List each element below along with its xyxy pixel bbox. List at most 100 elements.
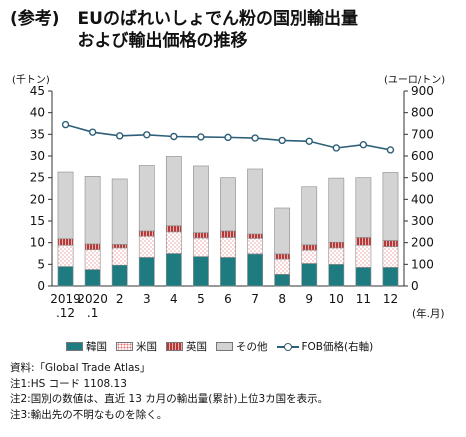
x-tick-label: .1 [87, 306, 98, 320]
bar-uk [111, 244, 128, 249]
bar-usa [193, 237, 209, 257]
bar-other [138, 165, 155, 232]
right-tick-label: 800 [411, 106, 434, 120]
fob-price-point [251, 134, 259, 142]
right-tick-label: 300 [411, 214, 434, 228]
x-tick-label: 2020 [77, 292, 108, 306]
bar-korea [57, 266, 74, 287]
bar-korea [328, 264, 345, 287]
left-tick-label: 0 [37, 279, 45, 293]
bar-korea [220, 257, 236, 287]
bar-uk [355, 237, 372, 246]
bar-other [84, 176, 101, 245]
left-tick-label: 5 [37, 257, 45, 271]
right-tick-label: 500 [411, 171, 434, 185]
bar-other [301, 186, 318, 246]
legend-item-uk: 英国 [166, 339, 207, 354]
bar-other [355, 177, 372, 238]
bar-other [274, 207, 291, 255]
fob-price-point [197, 133, 205, 141]
note-1: 注1:HS コード 1108.13 [10, 377, 127, 390]
left-tick-label: 15 [30, 214, 45, 228]
legend-item-korea: 韓国 [66, 339, 107, 354]
bar-usa [57, 244, 74, 267]
bar-usa [111, 247, 128, 266]
x-tick-label: 3 [143, 292, 151, 306]
bar-other [247, 168, 263, 235]
legend-item-usa: 米国 [116, 339, 157, 354]
reference-label: (参考) [10, 9, 60, 29]
x-tick-label: 11 [356, 292, 371, 306]
bar-uk [220, 230, 236, 238]
right-tick-label: 100 [411, 257, 434, 271]
legend-label-korea: 韓国 [86, 341, 107, 353]
legend-label-other: その他 [236, 341, 268, 353]
x-tick-label: 2 [116, 292, 124, 306]
legend-swatch-usa [116, 342, 133, 351]
x-tick-label: 2019 [50, 292, 81, 306]
legend-item-other: その他 [216, 339, 268, 354]
right-tick-label: 0 [411, 279, 419, 293]
bar-other [57, 171, 74, 240]
chart-title-line-2: および輸出価格の推移 [77, 31, 248, 51]
legend-swatch-other [216, 342, 233, 351]
bar-usa [165, 231, 182, 254]
bar-other [382, 172, 399, 241]
bar-usa [328, 247, 345, 265]
left-tick-label: 35 [30, 127, 45, 141]
chart-legend: 韓国 米国 英国 その他 FOB価格(右軸) [66, 339, 382, 354]
bar-other [220, 177, 236, 232]
chart-title-line-1: EUのばれいしょでん粉の国別輸出量 [77, 9, 358, 29]
left-tick-label: 20 [30, 192, 45, 206]
right-tick-label: 200 [411, 236, 434, 250]
x-tick-label: 5 [197, 292, 205, 306]
bar-other [111, 178, 128, 245]
bar-uk [274, 253, 291, 260]
x-tick-label: 7 [251, 292, 259, 306]
fob-price-point [305, 137, 313, 145]
legend-item-fob: FOB価格(右軸) [276, 339, 374, 354]
bar-usa [220, 237, 236, 258]
bar-korea [274, 273, 291, 287]
x-tick-label: .12 [56, 306, 75, 320]
bar-usa [84, 249, 101, 270]
legend-label-fob: FOB価格(右軸) [301, 341, 374, 353]
legend-swatch-korea [66, 342, 83, 351]
fob-price-point [278, 136, 286, 145]
bar-other [165, 156, 182, 227]
bar-korea [382, 267, 399, 287]
fob-price-point [88, 128, 97, 136]
x-tick-label: 4 [170, 292, 178, 306]
bar-usa [274, 258, 291, 275]
legend-swatch-fob [276, 342, 299, 352]
x-tick-label: 9 [305, 292, 313, 306]
legend-swatch-uk [166, 342, 183, 351]
x-tick-label: 10 [329, 292, 344, 306]
right-tick-label: 600 [411, 149, 434, 163]
bar-uk [247, 233, 263, 239]
bar-uk [57, 238, 74, 246]
fob-price-point [170, 132, 178, 141]
right-tick-label: 400 [411, 192, 434, 206]
right-tick-label: 700 [411, 127, 434, 141]
bar-uk [382, 240, 399, 247]
fob-price-point [332, 144, 341, 152]
bar-korea [247, 253, 263, 287]
fob-price-point [386, 146, 395, 154]
fob-price-point [143, 131, 151, 139]
bar-uk [138, 230, 155, 237]
bar-other [328, 177, 345, 243]
bar-uk [193, 232, 209, 239]
bar-other [193, 165, 209, 233]
left-tick-label: 40 [30, 106, 45, 120]
x-tick-label: 6 [224, 292, 232, 306]
fob-price-point [359, 141, 368, 149]
x-axis-unit: (年.月) [412, 307, 445, 320]
bar-uk [301, 244, 318, 251]
bar-korea [111, 264, 128, 287]
left-tick-label: 25 [30, 171, 45, 185]
bar-usa [301, 249, 318, 264]
note-2: 注2:国別の数値は、直近 13 カ月の輸出量(累計)上位3カ国を表示。 [10, 393, 329, 405]
chart-title-block: (参考) EUのばれいしょでん粉の国別輸出量 および輸出価格の推移 [10, 8, 460, 52]
